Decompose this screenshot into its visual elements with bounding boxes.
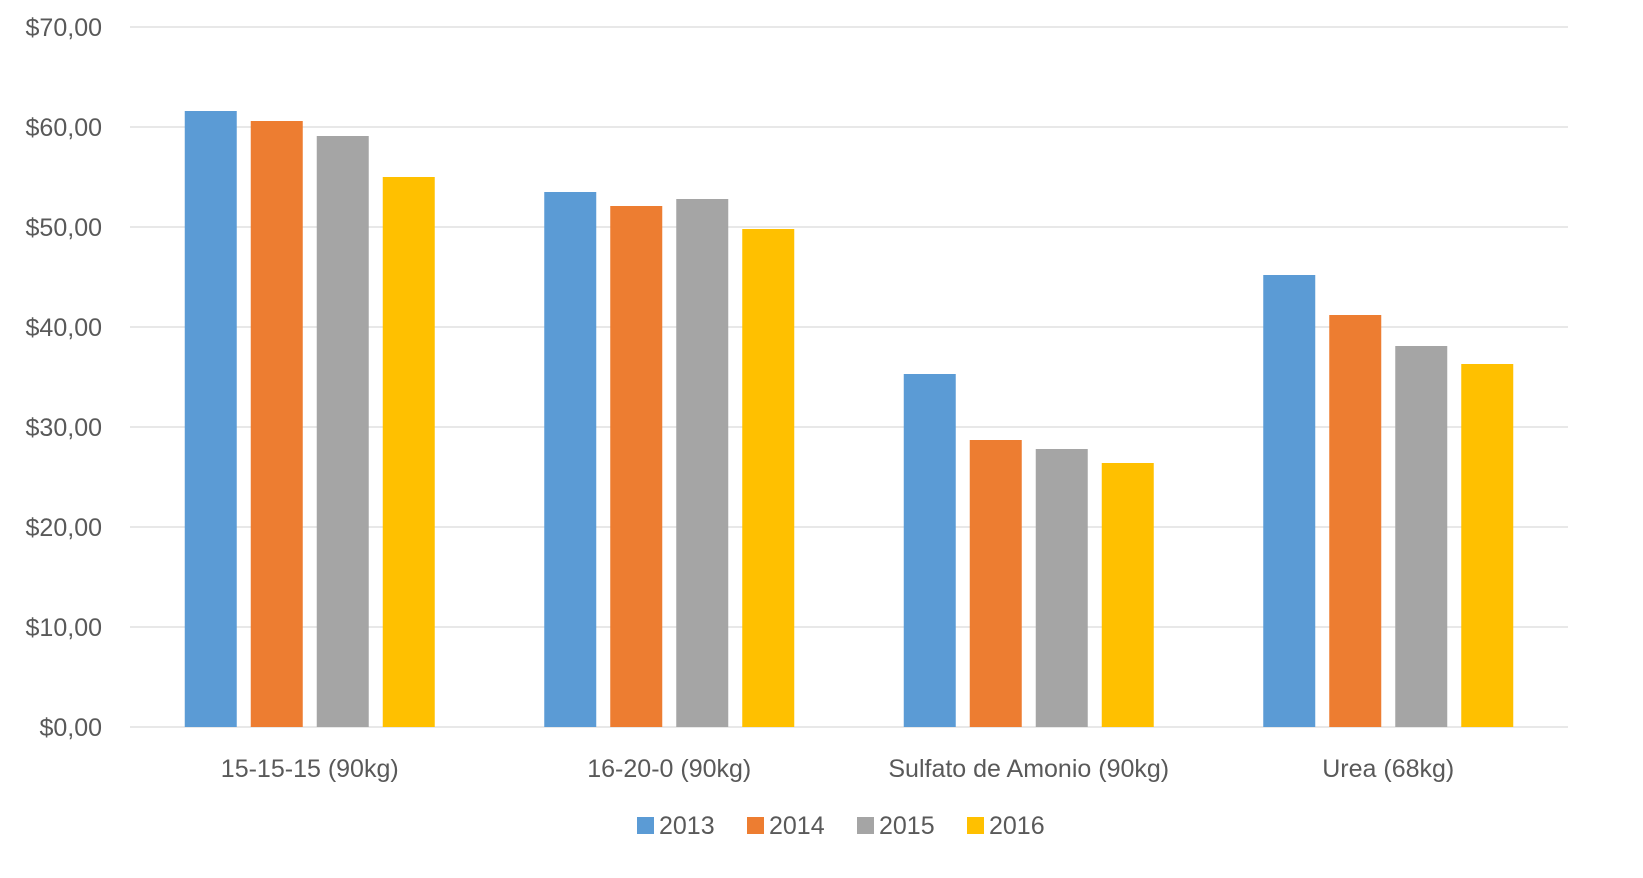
legend-label-2014: 2014 — [769, 812, 825, 840]
bar-2013-2 — [903, 374, 956, 727]
bar-2015-3 — [1395, 346, 1448, 727]
bar-2015-1 — [676, 199, 729, 727]
bar-2014-1 — [610, 206, 663, 727]
legend-swatch-2013 — [637, 817, 654, 834]
bar-2014-2 — [969, 440, 1022, 727]
x-category-label: 16-20-0 (90kg) — [587, 755, 751, 783]
legend-label-2013: 2013 — [659, 812, 715, 840]
bars — [184, 111, 1514, 727]
bar-2016-1 — [742, 229, 795, 727]
gridlines — [130, 26, 1568, 728]
bar-2016-0 — [382, 177, 435, 727]
bar-2014-3 — [1329, 315, 1382, 727]
y-tick-label: $0,00 — [39, 714, 102, 742]
legend: 2013 2014 2015 2016 — [637, 812, 1045, 840]
y-axis-ticks: $0,00 $10,00 $20,00 $30,00 $40,00 $50,00 $60,0… — [26, 14, 102, 742]
x-category-label: Sulfato de Amonio (90kg) — [888, 755, 1169, 783]
y-tick-label: $70,00 — [26, 14, 102, 42]
bar-2013-0 — [184, 111, 237, 727]
legend-swatch-2014 — [747, 817, 764, 834]
bar-2014-0 — [250, 121, 303, 727]
bar-2016-2 — [1101, 463, 1154, 727]
y-tick-label: $40,00 — [26, 314, 102, 342]
bar-2016-3 — [1461, 364, 1514, 727]
y-tick-label: $30,00 — [26, 414, 102, 442]
bar-2015-2 — [1035, 449, 1088, 727]
x-category-label: Urea (68kg) — [1322, 755, 1454, 783]
legend-label-2015: 2015 — [879, 812, 935, 840]
legend-swatch-2016 — [967, 817, 984, 834]
x-category-label: 15-15-15 (90kg) — [221, 755, 399, 783]
y-tick-label: $10,00 — [26, 614, 102, 642]
bar-2013-3 — [1263, 275, 1316, 727]
legend-swatch-2015 — [857, 817, 874, 834]
x-axis-labels: 15-15-15 (90kg) 16-20-0 (90kg) Sulfato de … — [221, 755, 1454, 783]
y-tick-label: $50,00 — [26, 214, 102, 242]
y-tick-label: $60,00 — [26, 114, 102, 142]
legend-label-2016: 2016 — [989, 812, 1045, 840]
bar-2015-0 — [316, 136, 369, 727]
bar-2013-1 — [544, 192, 597, 727]
y-tick-label: $20,00 — [26, 514, 102, 542]
